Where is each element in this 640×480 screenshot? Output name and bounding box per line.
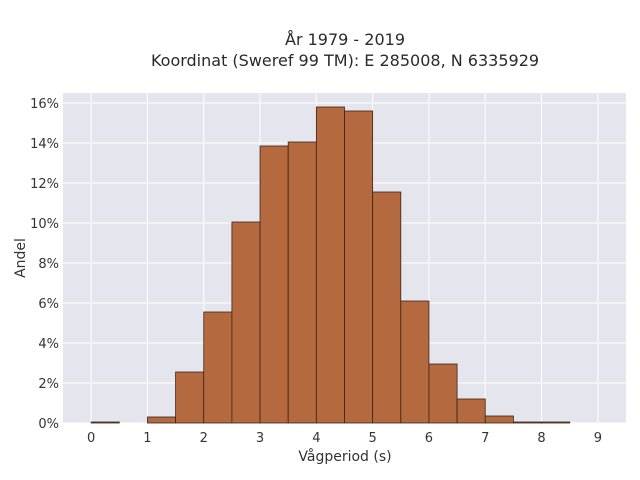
- y-tick-label: 6%: [38, 297, 59, 312]
- x-tick-label: 2: [200, 431, 208, 446]
- histogram-bar: [344, 110, 374, 424]
- x-tick-label: 6: [425, 431, 433, 446]
- y-tick-label: 10%: [30, 217, 59, 232]
- histogram-bar: [287, 141, 317, 424]
- histogram-bar: [456, 398, 486, 424]
- y-axis-ticks: 0% 2% 4% 6% 8% 10% 12% 14% 16%: [30, 97, 59, 432]
- x-tick-label: 9: [594, 431, 602, 446]
- x-axis-ticks: 0 1 2 3 4 5 6 7 8 9: [87, 431, 602, 446]
- histogram-bar: [484, 415, 514, 424]
- y-tick-label: 2%: [38, 377, 59, 392]
- y-tick-label: 14%: [30, 137, 59, 152]
- histogram-bar: [513, 421, 542, 424]
- histogram-bar: [315, 106, 345, 424]
- histogram-bar: [372, 191, 402, 424]
- histogram-bar: [175, 371, 205, 424]
- x-tick-label: 4: [312, 431, 320, 446]
- histogram-bar: [231, 221, 261, 424]
- x-tick-label: 7: [481, 431, 489, 446]
- y-axis-label: Andel: [13, 238, 29, 278]
- x-tick-label: 1: [143, 431, 151, 446]
- histogram-bar: [400, 300, 430, 424]
- histogram-bar: [541, 421, 571, 424]
- y-tick-label: 16%: [30, 97, 59, 112]
- x-axis-label: Vågperiod (s): [298, 448, 391, 465]
- bars: [90, 106, 571, 424]
- y-tick-label: 0%: [38, 417, 59, 432]
- x-tick-label: 5: [369, 431, 377, 446]
- histogram-bar: [90, 421, 120, 424]
- x-tick-label: 3: [256, 431, 264, 446]
- y-tick-label: 12%: [30, 177, 59, 192]
- x-tick-label: 8: [537, 431, 545, 446]
- x-tick-label: 0: [87, 431, 95, 446]
- y-tick-label: 4%: [38, 337, 59, 352]
- y-tick-label: 8%: [38, 257, 59, 272]
- chart-title-line2: Koordinat (Sweref 99 TM): E 285008, N 63…: [151, 51, 539, 70]
- chart-title-line1: År 1979 - 2019: [285, 30, 405, 49]
- histogram-bar: [259, 145, 289, 424]
- histogram-bar: [147, 416, 176, 424]
- histogram-bar: [203, 311, 233, 424]
- histogram-bar: [428, 363, 458, 424]
